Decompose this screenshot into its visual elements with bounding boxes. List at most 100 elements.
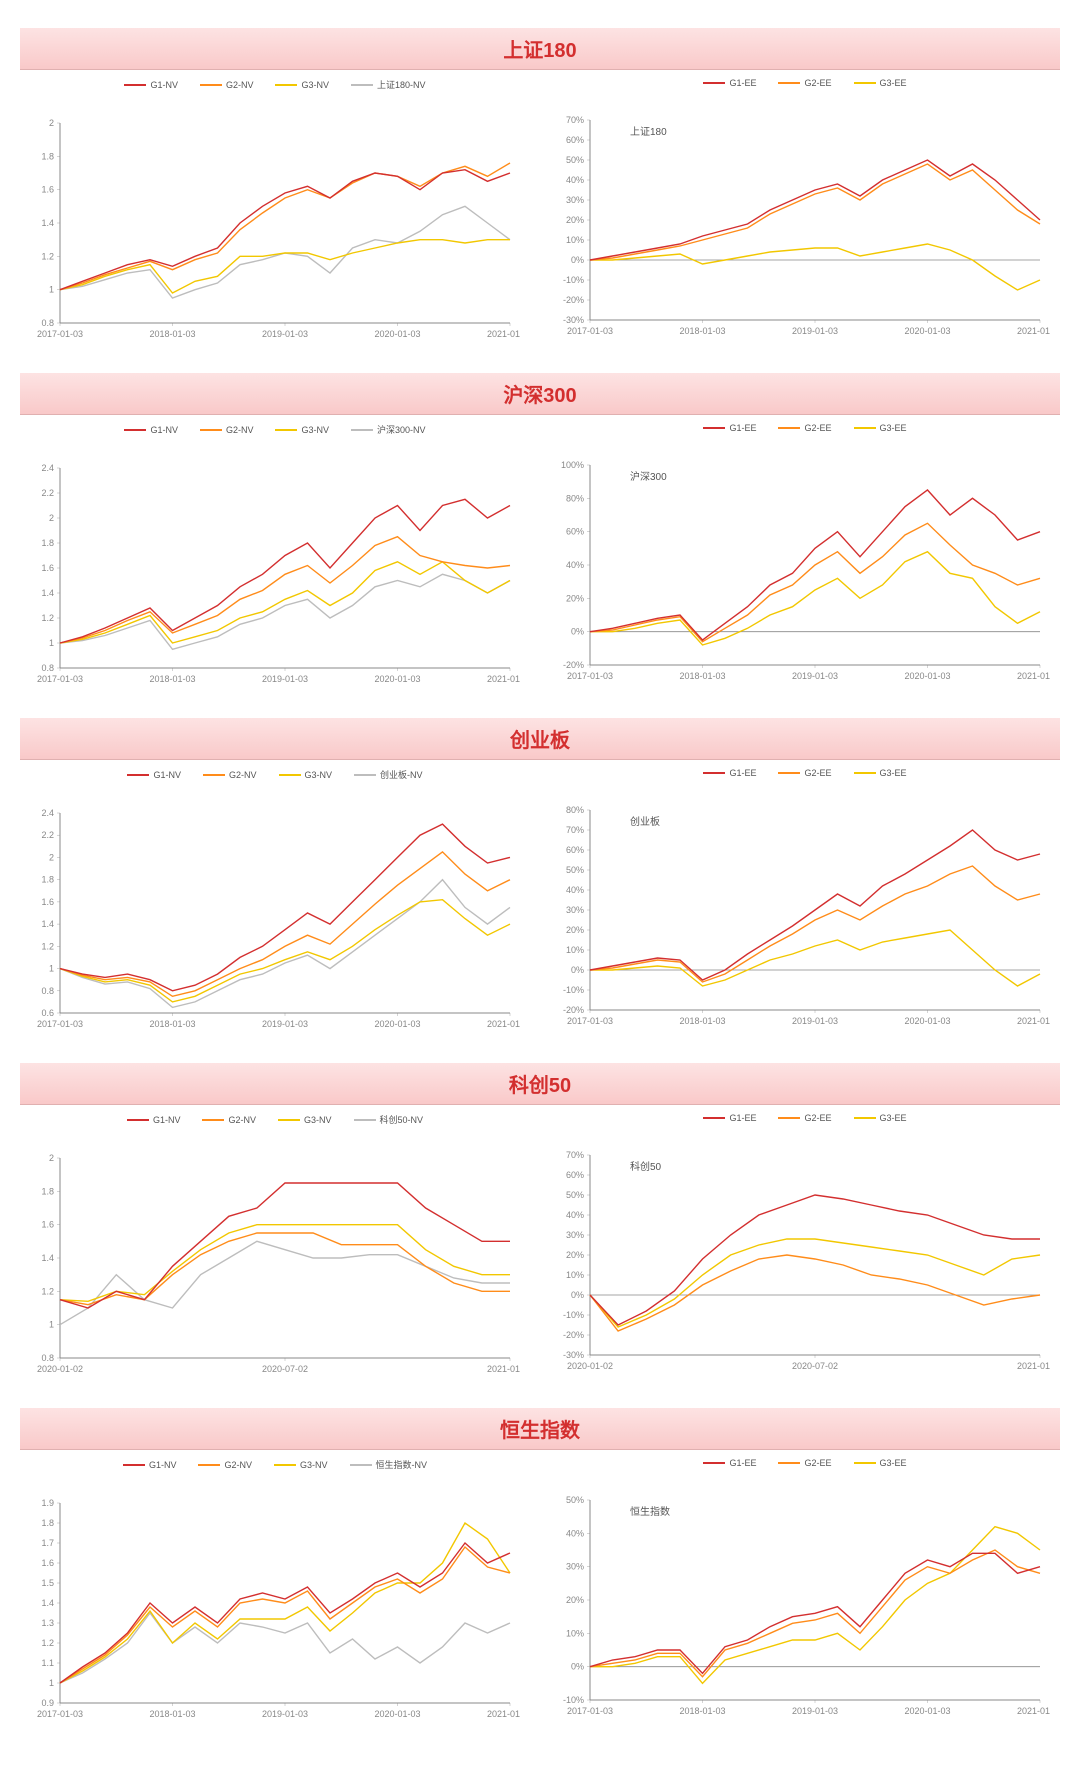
- chart-legend: G1-EEG2-EEG3-EE: [550, 1454, 1060, 1470]
- svg-text:-20%: -20%: [563, 1330, 584, 1340]
- svg-text:0.6: 0.6: [41, 1008, 54, 1018]
- nv-chart: G1-NVG2-NVG3-NV科创50-NV0.811.21.41.61.822…: [20, 1109, 530, 1388]
- legend-item: G1-NV: [124, 423, 178, 436]
- svg-text:1.2: 1.2: [41, 941, 54, 951]
- svg-text:0.8: 0.8: [41, 318, 54, 328]
- legend-item: G2-EE: [778, 423, 831, 433]
- svg-text:0.9: 0.9: [41, 1698, 54, 1708]
- svg-text:2017-01-03: 2017-01-03: [567, 1016, 613, 1026]
- chart-row: G1-NVG2-NVG3-NV创业板-NV0.60.811.21.41.61.8…: [20, 764, 1060, 1043]
- svg-text:1.8: 1.8: [41, 875, 54, 885]
- svg-text:2.2: 2.2: [41, 488, 54, 498]
- legend-item: G1-NV: [127, 768, 181, 781]
- svg-text:20%: 20%: [566, 1595, 584, 1605]
- svg-text:0.8: 0.8: [41, 1353, 54, 1363]
- svg-text:-20%: -20%: [563, 1005, 584, 1015]
- svg-text:60%: 60%: [566, 1170, 584, 1180]
- legend-item: G2-EE: [778, 1113, 831, 1123]
- legend-label: G3-NV: [300, 1460, 328, 1470]
- legend-label: G2-NV: [224, 1460, 252, 1470]
- svg-text:1.4: 1.4: [41, 218, 54, 228]
- legend-item: 恒生指数-NV: [350, 1458, 428, 1471]
- legend-label: G1-EE: [729, 768, 756, 778]
- legend-item: G3-NV: [279, 768, 333, 781]
- svg-text:2017-01-03: 2017-01-03: [567, 326, 613, 336]
- svg-text:10%: 10%: [566, 235, 584, 245]
- svg-text:2021-01-03: 2021-01-03: [487, 674, 520, 684]
- svg-text:科创50: 科创50: [630, 1160, 662, 1173]
- svg-text:1.4: 1.4: [41, 1598, 54, 1608]
- svg-text:60%: 60%: [566, 527, 584, 537]
- svg-text:60%: 60%: [566, 845, 584, 855]
- legend-label: G1-EE: [729, 1113, 756, 1123]
- svg-text:2020-07-02: 2020-07-02: [262, 1364, 308, 1374]
- svg-text:2019-01-03: 2019-01-03: [792, 1706, 838, 1716]
- svg-text:2018-01-03: 2018-01-03: [149, 674, 195, 684]
- legend-label: G1-EE: [729, 423, 756, 433]
- chart-legend: G1-NVG2-NVG3-NV沪深300-NV: [20, 419, 530, 438]
- ee-chart: G1-EEG2-EEG3-EE-20%-10%0%10%20%30%40%50%…: [550, 764, 1060, 1043]
- svg-text:2.4: 2.4: [41, 808, 54, 818]
- svg-text:2017-01-03: 2017-01-03: [37, 674, 83, 684]
- svg-text:2: 2: [49, 1153, 54, 1163]
- legend-label: G3-EE: [880, 423, 907, 433]
- svg-text:2020-01-03: 2020-01-03: [904, 326, 950, 336]
- svg-text:-30%: -30%: [563, 1350, 584, 1360]
- legend-label: 恒生指数-NV: [376, 1458, 428, 1471]
- svg-text:1.3: 1.3: [41, 1618, 54, 1628]
- svg-text:2018-01-03: 2018-01-03: [149, 1019, 195, 1029]
- svg-text:1.2: 1.2: [41, 1286, 54, 1296]
- legend-item: G3-EE: [854, 768, 907, 778]
- legend-item: 科创50-NV: [354, 1113, 424, 1126]
- chart-legend: G1-EE G2-EE G3-EE: [550, 419, 1060, 435]
- svg-text:2021-01-03: 2021-01-03: [1017, 1016, 1050, 1026]
- legend-item: G1-EE: [703, 768, 756, 778]
- svg-text:1.2: 1.2: [41, 613, 54, 623]
- legend-item: G3-EE: [854, 78, 907, 88]
- chart-legend: G1-NVG2-NVG3-NV上证180-NV: [20, 74, 530, 93]
- svg-text:2021-01-03: 2021-01-03: [487, 329, 520, 339]
- svg-text:10%: 10%: [566, 1628, 584, 1638]
- svg-text:2017-01-03: 2017-01-03: [37, 1019, 83, 1029]
- svg-text:0%: 0%: [571, 965, 584, 975]
- legend-label: G2-NV: [226, 425, 254, 435]
- svg-text:2020-01-03: 2020-01-03: [904, 671, 950, 681]
- svg-text:2017-01-03: 2017-01-03: [567, 671, 613, 681]
- svg-text:2017-01-03: 2017-01-03: [567, 1706, 613, 1716]
- svg-text:100%: 100%: [561, 460, 584, 470]
- chart-row: G1-NVG2-NVG3-NV科创50-NV0.811.21.41.61.822…: [20, 1109, 1060, 1388]
- svg-text:50%: 50%: [566, 155, 584, 165]
- legend-item: G2-NV: [203, 768, 257, 781]
- svg-text:2019-01-03: 2019-01-03: [792, 671, 838, 681]
- section-title: 沪深300: [20, 373, 1060, 415]
- svg-text:1.6: 1.6: [41, 185, 54, 195]
- svg-text:2021-01-02: 2021-01-02: [487, 1364, 520, 1374]
- svg-text:0%: 0%: [571, 627, 584, 637]
- svg-text:-10%: -10%: [563, 985, 584, 995]
- svg-text:2017-01-03: 2017-01-03: [37, 329, 83, 339]
- svg-text:2021-01-03: 2021-01-03: [487, 1019, 520, 1029]
- legend-item: G3-EE: [854, 1113, 907, 1123]
- chart-row: G1-NVG2-NVG3-NV上证180-NV0.811.21.41.61.82…: [20, 74, 1060, 353]
- svg-text:2019-01-03: 2019-01-03: [262, 329, 308, 339]
- legend-item: G2-NV: [198, 1458, 252, 1471]
- svg-text:10%: 10%: [566, 945, 584, 955]
- svg-text:1.6: 1.6: [41, 563, 54, 573]
- svg-text:2: 2: [49, 118, 54, 128]
- nv-chart: G1-NVG2-NVG3-NV恒生指数-NV0.911.11.21.31.41.…: [20, 1454, 530, 1733]
- legend-label: G1-NV: [150, 80, 178, 90]
- svg-text:2020-01-02: 2020-01-02: [567, 1361, 613, 1371]
- svg-text:沪深300: 沪深300: [630, 470, 667, 483]
- svg-text:1.2: 1.2: [41, 251, 54, 261]
- svg-text:70%: 70%: [566, 825, 584, 835]
- svg-text:50%: 50%: [566, 1190, 584, 1200]
- svg-text:1.8: 1.8: [41, 538, 54, 548]
- legend-item: G2-EE: [778, 768, 831, 778]
- svg-text:2020-01-03: 2020-01-03: [904, 1706, 950, 1716]
- legend-item: G2-NV: [202, 1113, 256, 1126]
- svg-text:恒生指数: 恒生指数: [630, 1505, 670, 1518]
- legend-item: G3-NV: [274, 1458, 328, 1471]
- svg-text:1.4: 1.4: [41, 919, 54, 929]
- svg-text:40%: 40%: [566, 560, 584, 570]
- legend-label: 沪深300-NV: [377, 423, 426, 436]
